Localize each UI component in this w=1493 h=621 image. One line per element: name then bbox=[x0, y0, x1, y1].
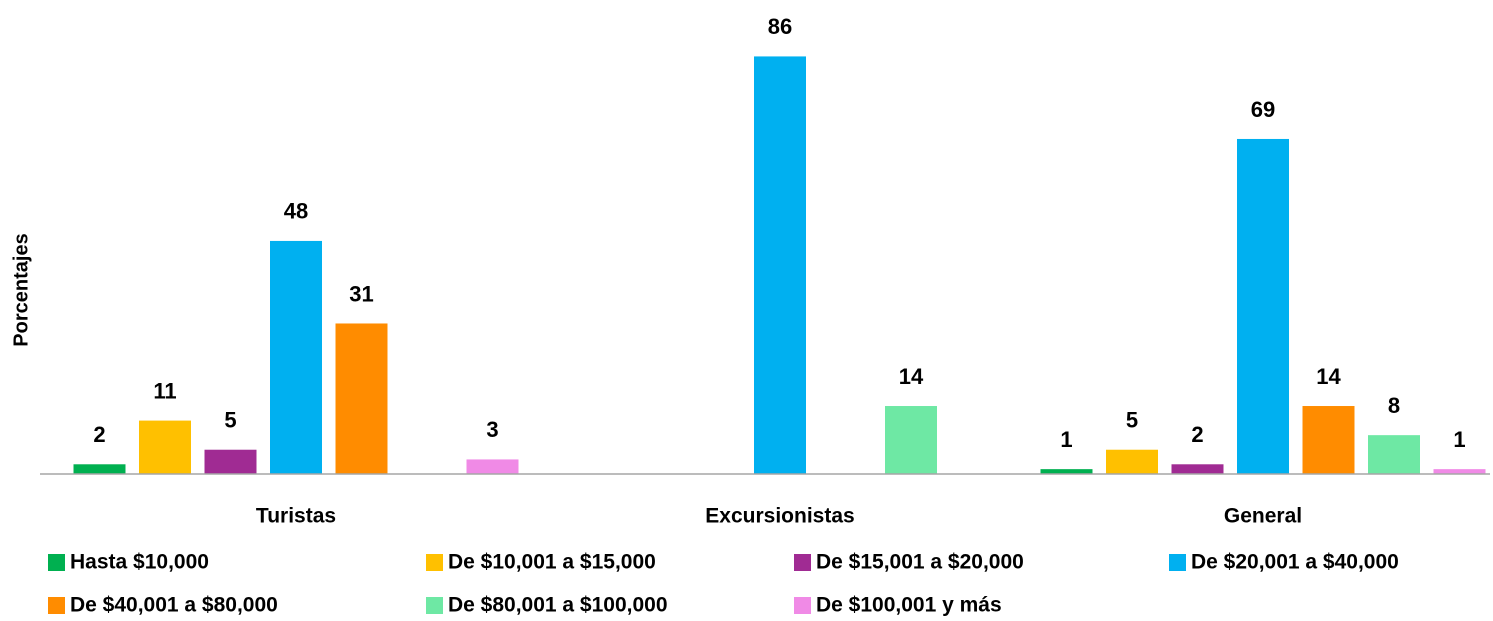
bar bbox=[73, 464, 126, 474]
x-tick-label: Turistas bbox=[256, 505, 336, 528]
bar bbox=[139, 420, 191, 474]
bar bbox=[885, 406, 937, 474]
value-label: 48 bbox=[284, 199, 308, 224]
x-tick-label: General bbox=[1224, 505, 1302, 528]
bar bbox=[1171, 464, 1224, 474]
legend-swatch bbox=[426, 554, 443, 571]
legend-swatch bbox=[426, 597, 443, 614]
legend-label: Hasta $10,000 bbox=[70, 551, 209, 574]
value-label: 5 bbox=[1126, 408, 1138, 433]
bar bbox=[270, 240, 322, 474]
legend-label: De $10,001 a $15,000 bbox=[448, 551, 656, 574]
bar bbox=[1433, 469, 1486, 474]
bar bbox=[466, 459, 519, 474]
bar bbox=[1040, 469, 1093, 474]
x-tick-label: Excursionistas bbox=[705, 505, 854, 528]
legend-label: De $15,001 a $20,000 bbox=[816, 551, 1024, 574]
bar bbox=[1302, 406, 1355, 474]
legend-swatch bbox=[48, 554, 65, 571]
value-label: 3 bbox=[486, 417, 498, 442]
value-label: 86 bbox=[768, 14, 792, 39]
bar bbox=[1368, 435, 1420, 474]
value-label: 1 bbox=[1453, 427, 1465, 452]
value-label: 31 bbox=[349, 281, 373, 306]
value-label: 5 bbox=[224, 408, 236, 433]
legend-label: De $40,001 a $80,000 bbox=[70, 594, 278, 617]
value-label: 11 bbox=[153, 378, 176, 403]
value-label: 14 bbox=[1316, 364, 1341, 389]
legend-label: De $20,001 a $40,000 bbox=[1191, 551, 1399, 574]
value-label: 2 bbox=[93, 422, 105, 447]
value-label: 2 bbox=[1191, 422, 1203, 447]
bar bbox=[204, 449, 257, 474]
value-label: 1 bbox=[1060, 427, 1072, 452]
legend-swatch bbox=[48, 597, 65, 614]
legend-swatch bbox=[794, 597, 811, 614]
bar bbox=[1106, 449, 1158, 474]
legend-swatch bbox=[794, 554, 811, 571]
value-label: 14 bbox=[899, 364, 924, 389]
y-axis-label: Porcentajes bbox=[10, 233, 32, 346]
legend-label: De $100,001 y más bbox=[816, 594, 1002, 617]
bar bbox=[754, 56, 806, 475]
legend-label: De $80,001 a $100,000 bbox=[448, 594, 668, 617]
value-label: 69 bbox=[1251, 97, 1275, 122]
bar bbox=[1237, 138, 1289, 474]
value-label: 8 bbox=[1388, 393, 1400, 418]
legend-swatch bbox=[1169, 554, 1186, 571]
bar bbox=[335, 323, 388, 474]
